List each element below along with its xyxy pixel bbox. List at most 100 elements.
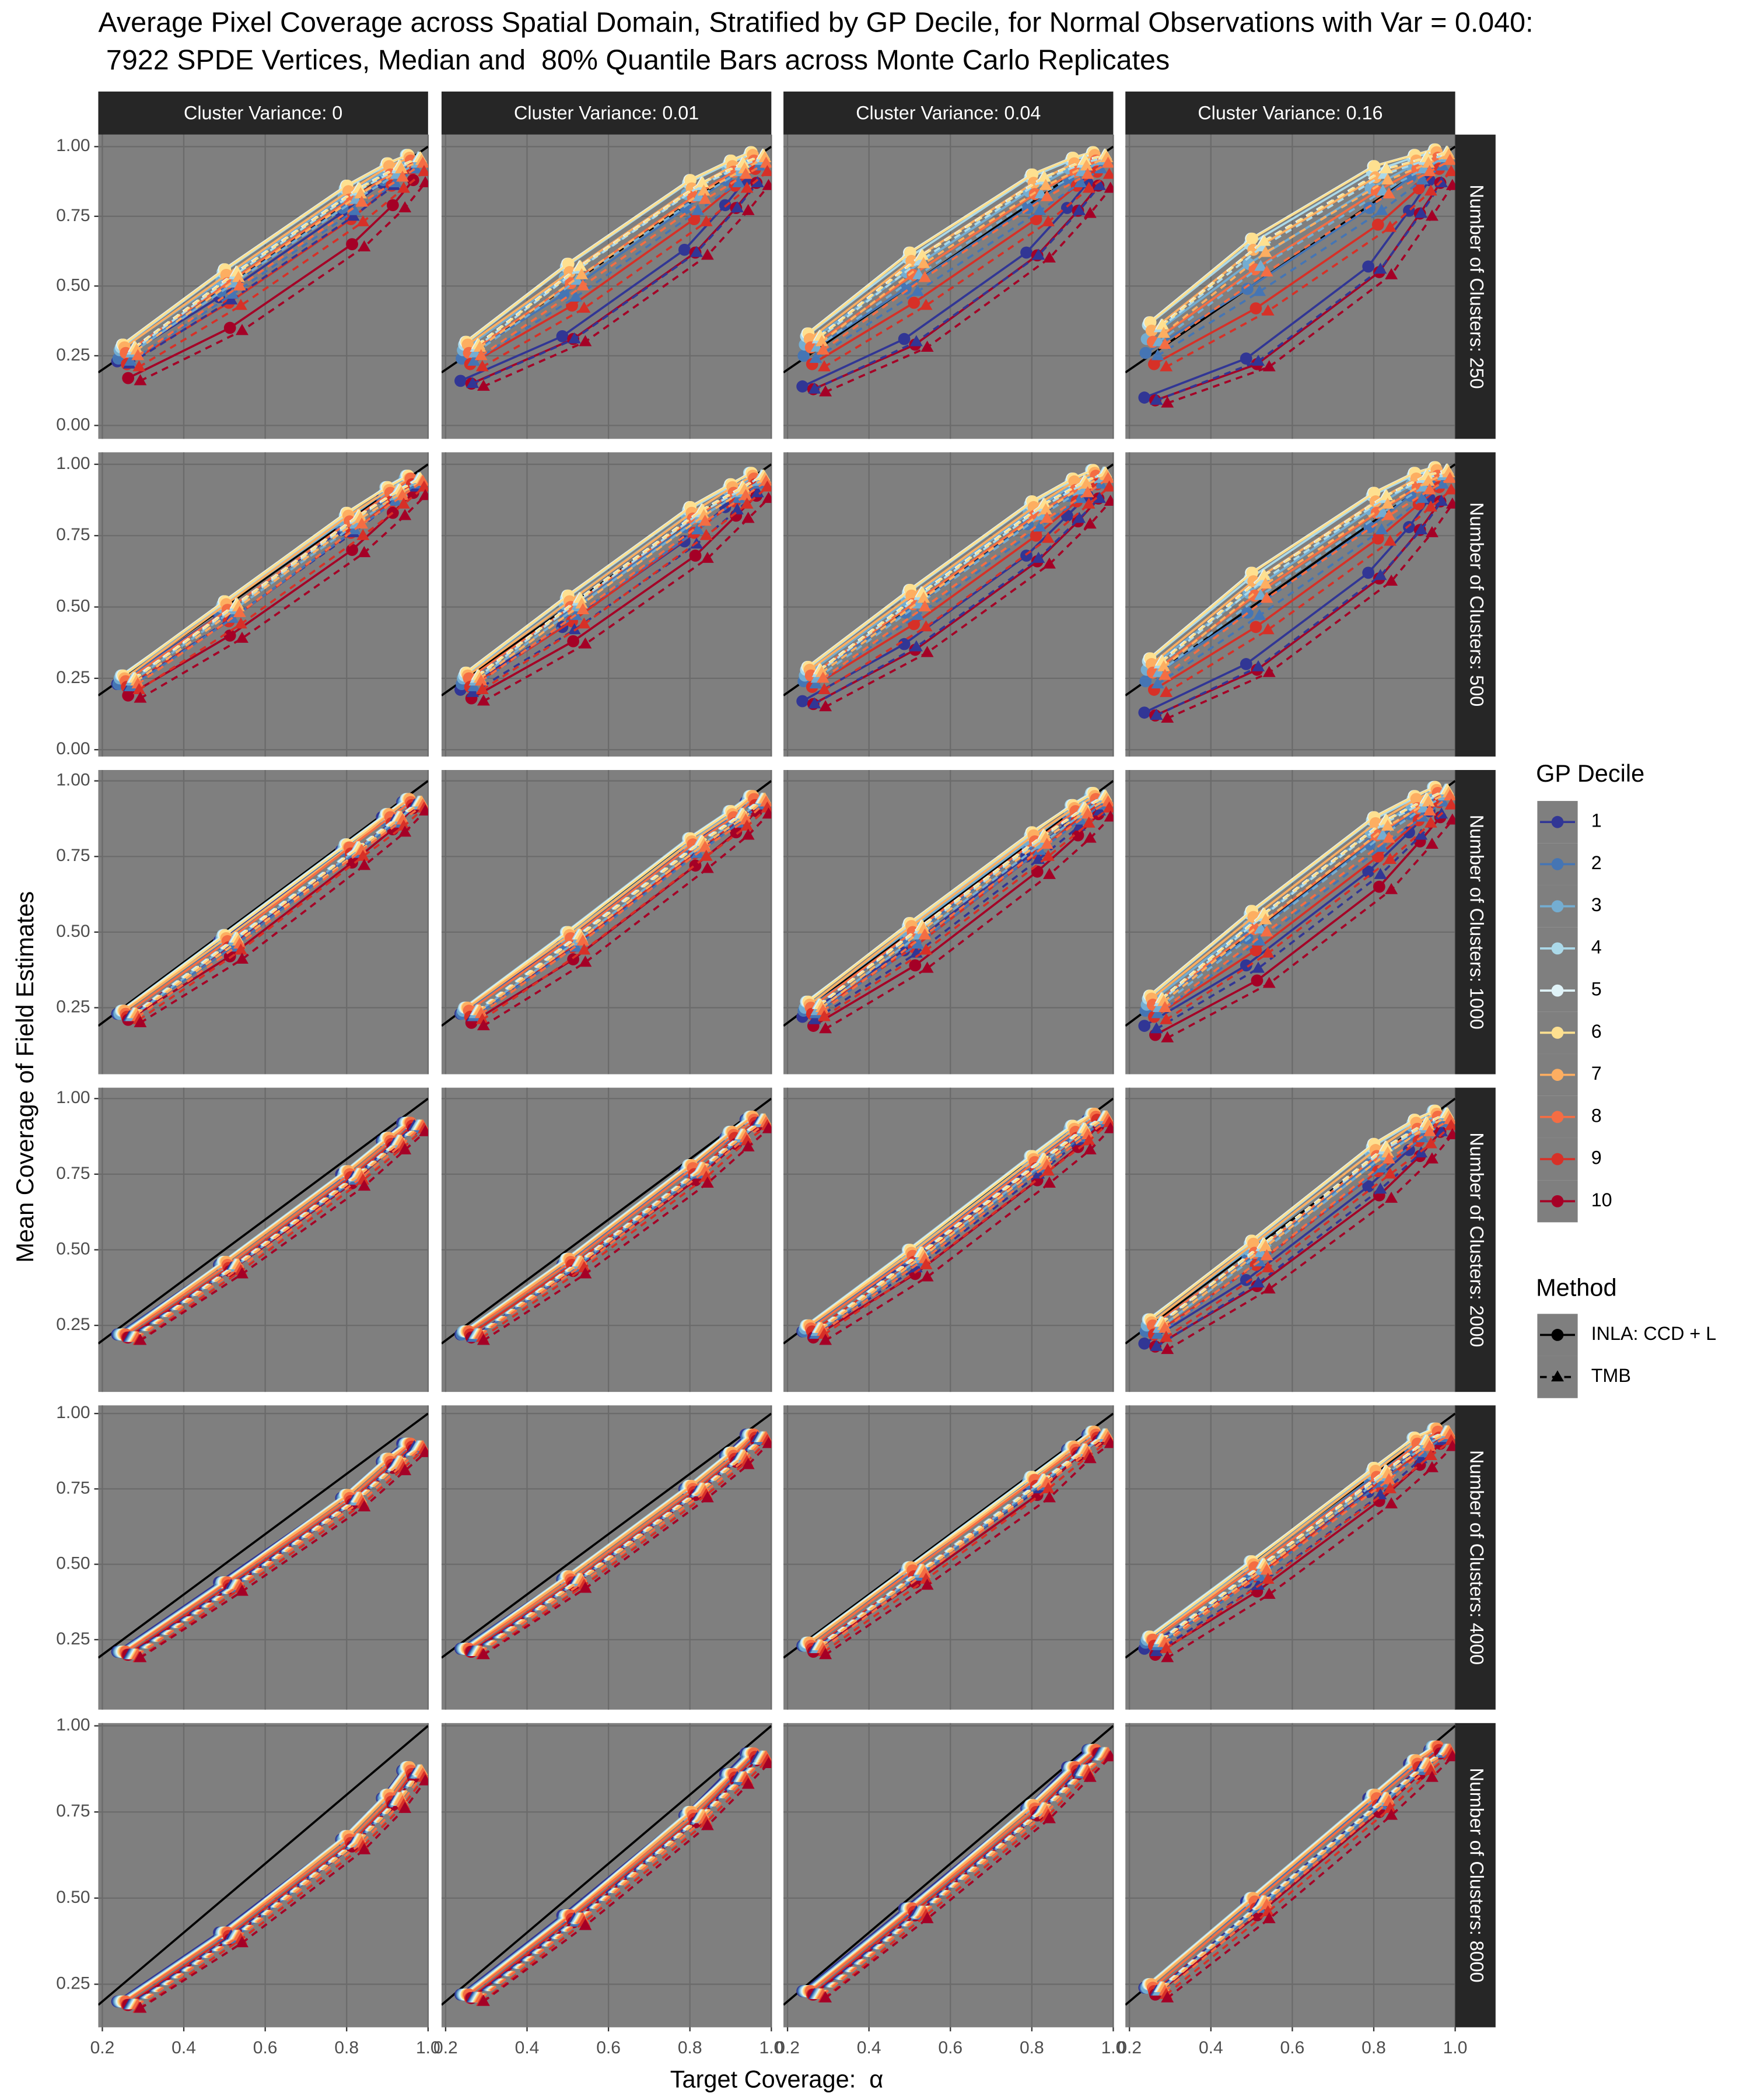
point	[230, 265, 244, 276]
point	[1258, 907, 1271, 919]
y-tick-label: 0.50	[56, 922, 90, 941]
point	[234, 617, 247, 629]
point	[1262, 1912, 1276, 1923]
panel	[98, 452, 429, 757]
panel	[1125, 1405, 1456, 1710]
point	[762, 178, 772, 190]
point	[921, 340, 934, 352]
plot-area	[98, 145, 428, 386]
point	[1161, 711, 1174, 723]
strip-label: Cluster Variance: 0.01	[514, 103, 699, 124]
panel-background	[98, 1087, 428, 1392]
point	[741, 512, 755, 523]
point	[418, 480, 428, 492]
strip-label: Number of Clusters: 500	[1466, 502, 1488, 706]
point	[233, 606, 246, 617]
point	[418, 164, 428, 176]
legend-point	[1551, 1111, 1564, 1124]
point	[346, 238, 358, 251]
point	[396, 489, 409, 501]
point	[1081, 1128, 1094, 1139]
point	[1043, 251, 1056, 263]
point	[477, 694, 490, 706]
point	[1368, 160, 1381, 173]
point	[1374, 867, 1387, 879]
point	[818, 1328, 831, 1339]
legend-label: 8	[1591, 1105, 1602, 1126]
point	[699, 528, 713, 540]
point	[1259, 1240, 1272, 1251]
point	[916, 586, 929, 597]
legend-label: 7	[1591, 1063, 1602, 1084]
point	[921, 1578, 934, 1590]
point	[1073, 512, 1086, 523]
series-line	[825, 187, 1112, 393]
point	[570, 274, 583, 285]
panel	[783, 769, 1114, 1074]
point	[1258, 235, 1271, 246]
point	[688, 213, 701, 225]
series-line	[472, 1756, 759, 1999]
strip	[1455, 1405, 1496, 1710]
point	[576, 279, 590, 290]
point	[576, 603, 590, 614]
point	[701, 1176, 714, 1188]
point	[579, 1267, 592, 1279]
point	[1038, 497, 1051, 509]
point	[1150, 1644, 1163, 1657]
point	[1240, 658, 1252, 670]
point	[1384, 1482, 1397, 1493]
point	[477, 1334, 490, 1345]
y-tick-label: 0.50	[56, 1554, 90, 1573]
point	[1020, 246, 1032, 259]
point	[346, 209, 360, 221]
point	[1415, 828, 1428, 840]
point	[761, 480, 772, 492]
point	[1446, 1128, 1455, 1139]
series-line	[478, 153, 764, 346]
panel	[98, 134, 429, 439]
point	[918, 271, 932, 282]
panel	[1125, 1087, 1456, 1392]
point	[1060, 509, 1073, 522]
panel	[441, 769, 772, 1074]
point	[1384, 220, 1397, 232]
series-line	[137, 1773, 424, 2006]
point	[1381, 1467, 1394, 1479]
point	[474, 349, 488, 360]
panel	[98, 1405, 429, 1710]
panel	[783, 134, 1114, 439]
series-line	[822, 1752, 1109, 1996]
point	[1260, 265, 1273, 276]
strip	[441, 91, 772, 135]
point	[348, 204, 361, 215]
point	[1251, 974, 1264, 987]
point	[1375, 1476, 1388, 1488]
point	[1260, 1898, 1273, 1910]
series-line	[1164, 477, 1451, 677]
point	[1382, 831, 1395, 843]
point	[1371, 532, 1384, 545]
point	[908, 296, 921, 309]
point	[1083, 1770, 1097, 1782]
point	[234, 943, 247, 955]
legend-label: 2	[1591, 852, 1602, 873]
point	[568, 332, 581, 344]
point	[816, 671, 830, 683]
point	[124, 354, 137, 366]
point	[1081, 167, 1094, 179]
series-line	[139, 182, 426, 382]
point	[678, 243, 691, 256]
point	[818, 682, 831, 694]
point	[1443, 471, 1455, 483]
plot-area	[98, 463, 428, 703]
point	[1425, 1770, 1438, 1782]
point	[477, 379, 490, 391]
point	[1442, 148, 1455, 160]
point	[809, 677, 822, 689]
point	[419, 489, 428, 501]
point	[1161, 396, 1174, 408]
plot-area	[441, 1725, 772, 2006]
point	[1381, 497, 1394, 509]
point	[1160, 1642, 1173, 1653]
